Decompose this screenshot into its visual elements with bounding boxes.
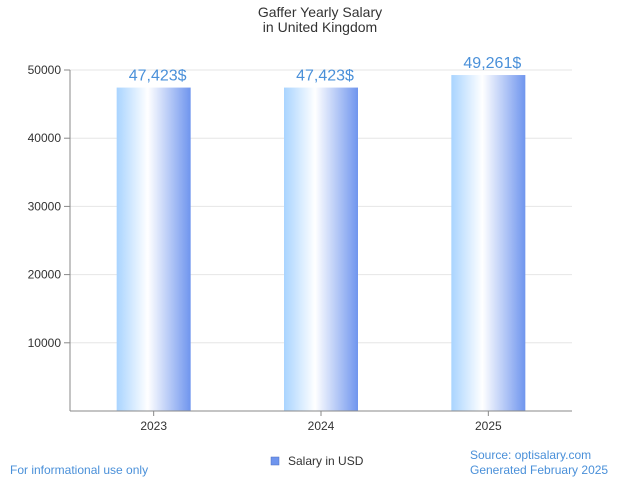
legend-swatch <box>270 456 280 466</box>
bar-2023 <box>116 87 191 412</box>
y-tick-label: 40000 <box>28 131 62 145</box>
x-tick-label: 2024 <box>308 419 335 433</box>
data-labels: 47,423$ 47,423$ 49,261$ <box>129 55 522 85</box>
bar-2024 <box>284 87 358 412</box>
y-tick-label: 50000 <box>28 63 62 77</box>
footer-generated: Generated February 2025 <box>470 463 609 477</box>
chart-title-line-2: in United Kingdom <box>263 19 377 35</box>
x-tick-label: 2025 <box>475 419 502 433</box>
chart-title-line-1: Gaffer Yearly Salary <box>258 4 382 20</box>
y-axis-ticks: 10000 20000 30000 40000 50000 <box>28 63 70 350</box>
footer-source-block: Source: optisalary.com Generated Februar… <box>470 448 608 478</box>
data-label-2023: 47,423$ <box>129 68 187 85</box>
y-tick-label: 30000 <box>28 199 62 213</box>
legend: Salary in USD <box>270 454 364 468</box>
legend-label: Salary in USD <box>288 454 364 468</box>
y-tick-label: 20000 <box>28 268 62 282</box>
x-axis-ticks: 2023 2024 2025 <box>140 411 502 433</box>
footer-note: For informational use only <box>10 463 149 477</box>
y-tick-label: 10000 <box>28 336 62 350</box>
bars <box>116 75 526 412</box>
data-label-2025: 49,261$ <box>463 55 521 72</box>
data-label-2024: 47,423$ <box>296 68 354 85</box>
bar-2025 <box>451 75 526 411</box>
x-tick-label: 2023 <box>140 419 167 433</box>
footer-source: Source: optisalary.com <box>470 448 592 462</box>
